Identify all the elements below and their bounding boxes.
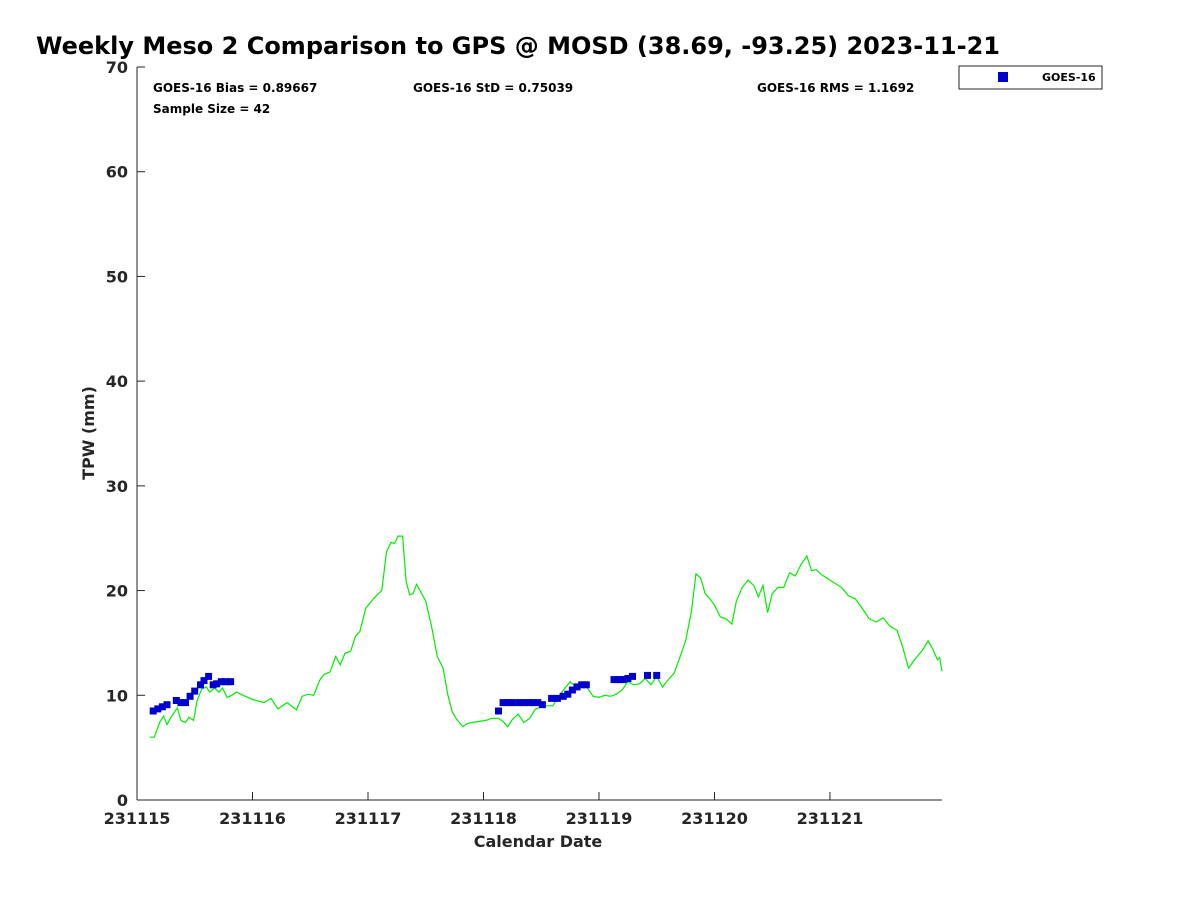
- legend: GOES-16: [958, 65, 1103, 90]
- goes-16-point: [619, 676, 627, 684]
- goes-16-point: [217, 678, 225, 686]
- y-axis-label: TPW (mm): [79, 386, 98, 480]
- goes-16-point: [559, 692, 567, 700]
- y-tick-label: 30: [106, 477, 128, 496]
- goes-16-point: [499, 699, 507, 707]
- goes-16-point: [222, 678, 230, 686]
- legend-marker-goes-16: [998, 72, 1008, 82]
- goes-16-point: [149, 707, 157, 715]
- goes-16-point: [653, 671, 661, 679]
- x-axis-label: Calendar Date: [474, 832, 603, 851]
- x-tick-label: 231118: [450, 809, 517, 828]
- x-axis-ticks: 231115 231116 231117 231118 231119 231120 2311…: [104, 792, 864, 828]
- goes-16-point: [227, 678, 235, 686]
- x-tick-label: 231116: [219, 809, 286, 828]
- goes-16-point: [553, 694, 561, 702]
- goes-16-point: [529, 699, 537, 707]
- goes-16-point: [200, 677, 208, 685]
- legend-box: [958, 65, 1103, 90]
- goes-16-point: [564, 690, 572, 698]
- y-tick-label: 0: [117, 791, 128, 810]
- legend-label-goes-16: GOES-16: [1042, 71, 1096, 84]
- goes-16-point: [177, 699, 185, 707]
- goes-16-point: [191, 687, 199, 695]
- y-tick-label: 70: [106, 58, 128, 77]
- goes-16-point: [504, 699, 512, 707]
- goes-16-point: [213, 680, 221, 688]
- x-tick-label: 231120: [681, 809, 748, 828]
- goes-16-point: [624, 675, 632, 682]
- goes-16-point: [582, 681, 590, 689]
- goes-16-point: [568, 686, 576, 694]
- goes-16-point: [520, 699, 528, 707]
- goes-16-point: [644, 671, 651, 679]
- x-tick-label: 231121: [797, 809, 864, 828]
- stat-sample-size: Sample Size = 42: [153, 102, 270, 116]
- goes-16-point: [525, 699, 532, 707]
- y-tick-label: 40: [106, 372, 128, 391]
- stat-std: GOES-16 StD = 0.75039: [413, 81, 573, 95]
- y-tick-label: 10: [106, 686, 128, 705]
- goes-16-point: [158, 703, 166, 711]
- goes-16-series: [149, 671, 661, 715]
- goes-16-point: [508, 699, 516, 707]
- stat-bias: GOES-16 Bias = 0.89667: [153, 81, 317, 95]
- goes-16-point: [578, 681, 586, 689]
- goes-16-point: [154, 705, 162, 713]
- goes-16-point: [538, 701, 546, 709]
- goes-16-point: [182, 699, 189, 707]
- goes-16-point: [573, 683, 581, 691]
- x-tick-label: 231117: [335, 809, 402, 828]
- goes-16-point: [515, 699, 523, 707]
- plot-area: [136, 67, 942, 801]
- chart-title: Weekly Meso 2 Comparison to GPS @ MOSD (…: [36, 32, 1000, 60]
- goes-16-point: [615, 676, 623, 684]
- gps-series: [149, 535, 943, 738]
- goes-16-point: [548, 694, 556, 702]
- goes-16-point: [172, 697, 180, 704]
- x-tick-label: 231119: [566, 809, 633, 828]
- stat-rms: GOES-16 RMS = 1.1692: [757, 81, 914, 95]
- x-tick-label: 231115: [104, 809, 171, 828]
- goes-16-point: [610, 676, 618, 684]
- goes-16-point: [163, 701, 171, 709]
- goes-16-point: [197, 681, 204, 689]
- goes-16-point: [534, 699, 542, 707]
- goes-16-point: [629, 672, 636, 680]
- y-tick-label: 50: [106, 267, 128, 286]
- y-axis-ticks: 0 10 20 30 40 50 60 70: [106, 58, 145, 810]
- y-tick-label: 60: [106, 163, 128, 182]
- y-tick-label: 20: [106, 582, 128, 601]
- goes-16-point: [495, 707, 502, 715]
- gps-line: [149, 535, 943, 738]
- goes-16-point: [186, 692, 194, 700]
- goes-16-point: [205, 672, 213, 680]
